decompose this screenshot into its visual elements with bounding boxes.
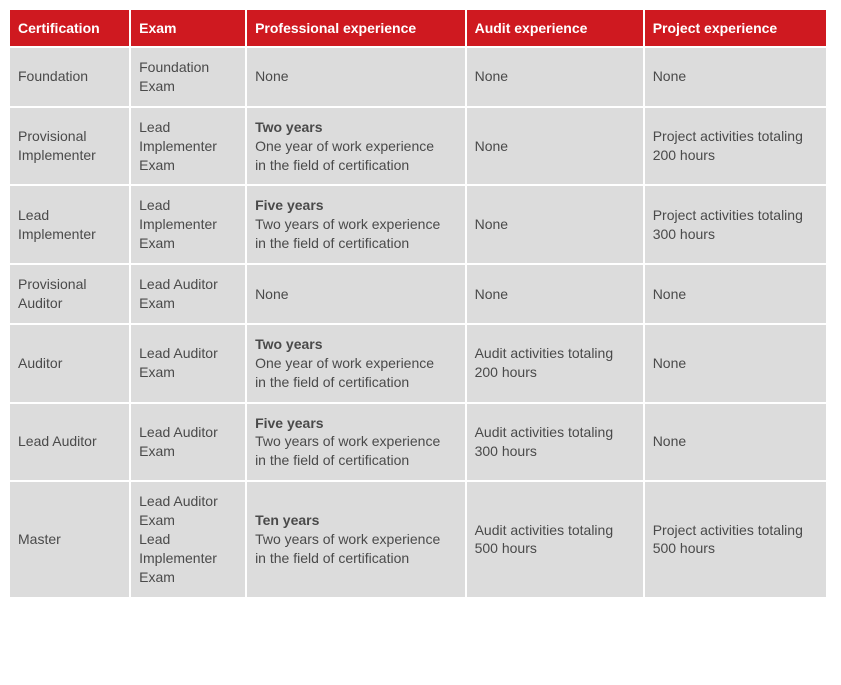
prof-exp-bold: Two years [255, 119, 322, 135]
cell-audit-experience: None [467, 186, 643, 263]
cell-audit-experience: Audit activities totaling500 hours [467, 482, 643, 596]
cell-professional-experience: Two years One year of work experiencein t… [247, 108, 465, 185]
cell-exam: Lead Auditor Exam [131, 404, 245, 481]
cell-audit-experience: None [467, 108, 643, 185]
cell-certification: Lead Implementer [10, 186, 129, 263]
cell-professional-experience: None [247, 265, 465, 323]
prof-exp-text: One year of work experiencein the field … [255, 138, 434, 173]
cell-audit-experience: None [467, 265, 643, 323]
cell-exam: Lead Auditor ExamLead Implementer Exam [131, 482, 245, 596]
cell-exam: Lead Auditor Exam [131, 325, 245, 402]
cell-professional-experience: None [247, 48, 465, 106]
table-row: AuditorLead Auditor Exam Two years One yea… [10, 325, 826, 402]
cell-certification: Auditor [10, 325, 129, 402]
cell-project-experience: Project activities totaling500 hours [645, 482, 826, 596]
table-row: MasterLead Auditor ExamLead Implementer … [10, 482, 826, 596]
table-row: Lead AuditorLead Auditor Exam Five years T… [10, 404, 826, 481]
col-project-experience: Project experience [645, 10, 826, 46]
cell-exam: Lead Implementer Exam [131, 186, 245, 263]
cell-certification: Master [10, 482, 129, 596]
table-row: FoundationFoundation ExamNoneNoneNone [10, 48, 826, 106]
cell-project-experience: Project activities totaling300 hours [645, 186, 826, 263]
prof-exp-bold: Five years [255, 197, 324, 213]
cell-professional-experience: Ten years Two years of work experiencein … [247, 482, 465, 596]
cell-exam: Foundation Exam [131, 48, 245, 106]
table-row: Lead ImplementerLead Implementer ExamFiv… [10, 186, 826, 263]
certification-table: Certification Exam Professional experien… [8, 8, 828, 599]
cell-certification: Provisional Implementer [10, 108, 129, 185]
table-header-row: Certification Exam Professional experien… [10, 10, 826, 46]
table-row: Provisional ImplementerLead Implementer … [10, 108, 826, 185]
cell-project-experience: None [645, 404, 826, 481]
col-certification: Certification [10, 10, 129, 46]
prof-exp-text: One year of work experiencein the field … [255, 355, 434, 390]
cell-certification: Foundation [10, 48, 129, 106]
cell-audit-experience: Audit activities totaling300 hours [467, 404, 643, 481]
cell-project-experience: None [645, 48, 826, 106]
cell-project-experience: Project activities totaling200 hours [645, 108, 826, 185]
cell-project-experience: None [645, 265, 826, 323]
prof-exp-text: None [255, 286, 288, 302]
cell-certification: Provisional Auditor [10, 265, 129, 323]
cell-certification: Lead Auditor [10, 404, 129, 481]
prof-exp-text: Two years of work experiencein the field… [255, 531, 440, 566]
cell-professional-experience: Two years One year of work experiencein t… [247, 325, 465, 402]
cell-professional-experience: Five years Two years of work experiencein… [247, 404, 465, 481]
table-body: FoundationFoundation ExamNoneNoneNonePro… [10, 48, 826, 597]
prof-exp-bold: Five years [255, 415, 324, 431]
prof-exp-text: Two years of work experiencein the field… [255, 433, 440, 468]
cell-exam: Lead Implementer Exam [131, 108, 245, 185]
cell-project-experience: None [645, 325, 826, 402]
col-audit-experience: Audit experience [467, 10, 643, 46]
cell-professional-experience: Five years Two years of work experiencein… [247, 186, 465, 263]
cell-exam: Lead Auditor Exam [131, 265, 245, 323]
col-exam: Exam [131, 10, 245, 46]
prof-exp-text: Two years of work experiencein the field… [255, 216, 440, 251]
col-professional-experience: Professional experience [247, 10, 465, 46]
prof-exp-bold: Two years [255, 336, 322, 352]
cell-audit-experience: Audit activities totaling200 hours [467, 325, 643, 402]
cell-audit-experience: None [467, 48, 643, 106]
prof-exp-text: None [255, 68, 288, 84]
table-row: Provisional AuditorLead Auditor Exam None… [10, 265, 826, 323]
prof-exp-bold: Ten years [255, 512, 319, 528]
